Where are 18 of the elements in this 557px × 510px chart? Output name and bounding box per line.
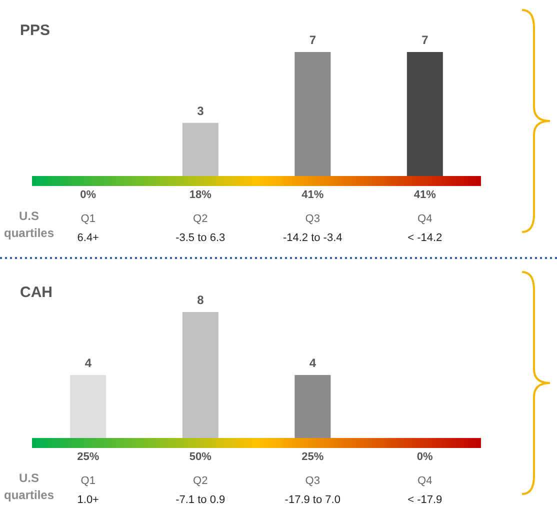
data-label: 4 [309,356,316,370]
chart-title: CAH [20,284,52,301]
data-label: 4 [84,356,92,370]
text: U.S quartiles [4,470,54,504]
x-tick-label: 25% Q1 1.0+ [77,451,100,506]
x-tick-label: 0% Q1 6.4+ [77,189,99,244]
x-tick-label: 41% Q3 -14.2 to -3.4 [282,189,342,244]
x-tick-label: 50% Q2 -7.1 to 0.9 [176,451,226,506]
x-tick-label: 25% Q3 -17.9 to 7.0 [284,451,340,506]
x-tick-label: 0% Q4 < -17.9 [408,451,442,506]
chart-title: PPS [20,22,50,39]
text: U.S quartiles [4,208,54,242]
data-label: 3 [197,104,204,118]
x-tick-label: 41% Q4 < -14.2 [408,189,442,244]
x-tick-label: 18% Q2 -3.5 to 6.3 [176,189,226,244]
data-label: 7 [422,33,429,47]
data-label: 8 [197,293,204,307]
data-label: 7 [309,33,316,47]
